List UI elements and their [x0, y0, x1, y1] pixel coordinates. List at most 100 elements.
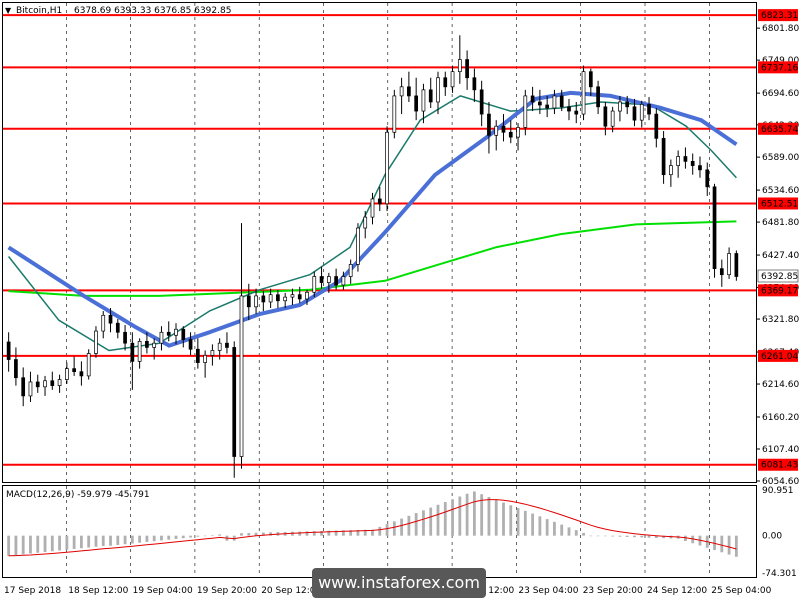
macd-bar	[691, 535, 695, 544]
candle-body	[552, 95, 557, 109]
watermark-background	[312, 568, 486, 598]
macd-bar	[240, 533, 243, 536]
candle-body	[14, 359, 18, 379]
candle-body	[305, 291, 309, 300]
candle-body	[647, 104, 651, 115]
candle-body	[588, 71, 593, 88]
macd-bar	[662, 535, 665, 539]
y-tick-label: 6801.80	[762, 24, 799, 34]
candle-body	[618, 101, 622, 112]
candle-body	[217, 342, 222, 351]
macd-bar	[654, 535, 658, 538]
candle-body	[719, 268, 724, 276]
macd-label: MACD(12,26,9) -59.979 -45.791	[6, 490, 150, 500]
candle-body	[181, 328, 186, 340]
macd-bar	[509, 505, 513, 536]
macd-bar	[320, 530, 323, 536]
y-tick-label: 6160.20	[762, 413, 799, 423]
macd-bar	[305, 531, 309, 536]
level-tag	[758, 122, 798, 135]
candle-body	[523, 95, 528, 128]
candle-body	[261, 295, 266, 303]
macd-bar	[400, 518, 404, 536]
candle-body	[341, 276, 346, 286]
level-tag	[758, 458, 798, 471]
macd-tick-label: -74.301	[762, 569, 797, 579]
candle-body	[530, 95, 535, 103]
macd-bar	[603, 535, 607, 537]
candle-body	[734, 253, 739, 277]
macd-bar	[109, 535, 112, 546]
macd-bar	[567, 527, 571, 536]
macd-bar	[531, 513, 534, 536]
candle-body	[392, 95, 397, 133]
chart-ohlc: 6378.69 6393.33 6376.85 6392.85	[74, 6, 231, 16]
level-tag	[758, 349, 798, 362]
macd-bar	[545, 519, 549, 536]
macd-bar	[130, 535, 134, 544]
level-tag-label: 6369.17	[761, 286, 798, 296]
candle-body	[115, 322, 120, 333]
macd-bar	[684, 535, 687, 541]
level-labels: 6823.31 6737.16 6635.74 6512.51 6369.17 6261.…	[757, 9, 798, 471]
candle-body	[35, 381, 40, 388]
candle-body	[465, 59, 469, 79]
candlesticks	[6, 35, 739, 478]
candle-body	[94, 330, 98, 354]
candle-body	[494, 125, 499, 136]
candle-body	[188, 339, 193, 350]
macd-bar	[582, 532, 585, 536]
candle-body	[472, 77, 477, 91]
level-tag-label: 6512.51	[761, 199, 798, 209]
macd-bar	[327, 530, 331, 536]
level-tag-label: 6081.43	[761, 461, 798, 471]
candle-body	[363, 216, 368, 229]
candle-body	[625, 101, 630, 108]
macd-bar	[618, 535, 622, 537]
macd-bar	[7, 535, 11, 556]
candle-body	[559, 95, 564, 108]
x-tick-label: 17 Sep 2018	[4, 586, 61, 596]
candle-body	[86, 353, 91, 377]
candle-body	[567, 106, 571, 112]
candle-body	[370, 198, 375, 218]
macd-bar	[487, 497, 491, 536]
macd-bar	[574, 530, 578, 536]
candle-body	[72, 368, 76, 373]
candle-body	[632, 106, 637, 121]
macd-bar	[312, 531, 316, 536]
macd-bar	[407, 515, 411, 536]
macd-bar	[494, 499, 498, 536]
macd-bar	[443, 502, 447, 536]
level-tag-label: 6635.74	[761, 125, 798, 135]
x-tick-label: 23 Sep 20:00	[583, 586, 643, 596]
macd-bar	[523, 510, 527, 536]
x-tick-label: 19 Sep 20:00	[197, 586, 257, 596]
macd-bar	[218, 534, 222, 536]
macd-bar	[713, 535, 716, 550]
collapse-triangle-icon[interactable]: ▼	[5, 6, 12, 15]
moving-average-line	[8, 220, 737, 297]
candle-body	[43, 380, 47, 388]
macd-bar	[472, 491, 476, 536]
candle-body	[639, 104, 644, 121]
macd-bar	[392, 521, 396, 536]
macd-bar	[720, 535, 724, 553]
macd-bar	[58, 535, 61, 551]
candle-body	[377, 198, 382, 205]
level-tag	[758, 61, 798, 74]
candle-body	[727, 253, 731, 276]
candle-body	[705, 169, 710, 188]
current-price-label: 6392.85	[761, 272, 798, 282]
candle-body	[610, 110, 615, 127]
macd-bar	[480, 494, 484, 536]
macd-bar	[116, 535, 120, 545]
macd-bar	[589, 535, 593, 537]
macd-bar	[385, 524, 389, 536]
level-tag	[758, 197, 798, 210]
candle-body	[101, 314, 106, 332]
macd-bar	[167, 535, 171, 540]
macd-signal-path	[8, 499, 737, 557]
macd-bar	[43, 535, 47, 553]
